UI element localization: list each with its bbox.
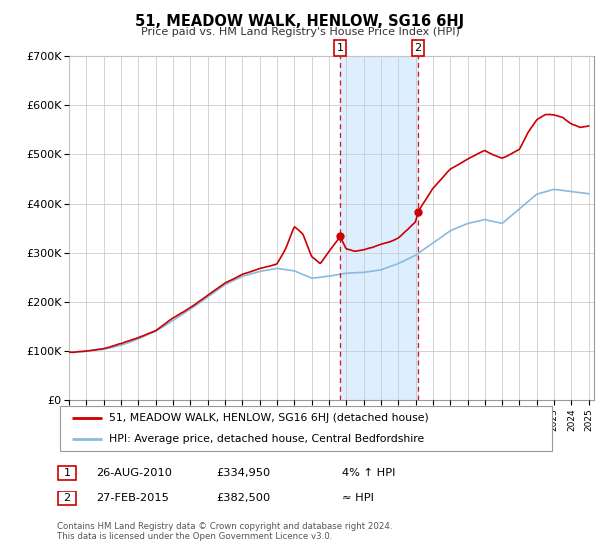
Text: Contains HM Land Registry data © Crown copyright and database right 2024.: Contains HM Land Registry data © Crown c…	[57, 522, 392, 531]
Bar	[340, 56, 418, 400]
Text: 26-AUG-2010: 26-AUG-2010	[96, 468, 172, 478]
Text: 27-FEB-2015: 27-FEB-2015	[96, 493, 169, 503]
FancyBboxPatch shape	[60, 406, 552, 451]
Text: HPI: Average price, detached house, Central Bedfordshire: HPI: Average price, detached house, Cent…	[109, 433, 424, 444]
Text: ≈ HPI: ≈ HPI	[342, 493, 374, 503]
Text: 2: 2	[415, 43, 422, 53]
Text: This data is licensed under the Open Government Licence v3.0.: This data is licensed under the Open Gov…	[57, 532, 332, 541]
Text: 51, MEADOW WALK, HENLOW, SG16 6HJ: 51, MEADOW WALK, HENLOW, SG16 6HJ	[136, 14, 464, 29]
FancyBboxPatch shape	[58, 466, 76, 480]
Text: £382,500: £382,500	[216, 493, 270, 503]
Text: Price paid vs. HM Land Registry's House Price Index (HPI): Price paid vs. HM Land Registry's House …	[140, 27, 460, 37]
Text: 2: 2	[64, 493, 70, 503]
Text: 51, MEADOW WALK, HENLOW, SG16 6HJ (detached house): 51, MEADOW WALK, HENLOW, SG16 6HJ (detac…	[109, 413, 429, 423]
FancyBboxPatch shape	[58, 491, 76, 506]
Text: 1: 1	[337, 43, 344, 53]
Text: 4% ↑ HPI: 4% ↑ HPI	[342, 468, 395, 478]
Text: £334,950: £334,950	[216, 468, 270, 478]
Text: 1: 1	[64, 468, 70, 478]
